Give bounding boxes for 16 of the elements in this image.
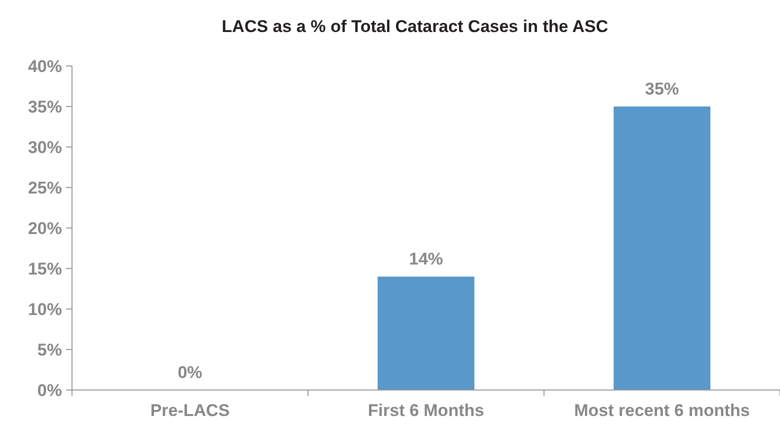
y-tick-label: 0%	[37, 380, 62, 400]
x-tick-label: First 6 Months	[368, 400, 484, 420]
y-tick-label: 35%	[28, 97, 62, 116]
chart-title: LACS as a % of Total Cataract Cases in the ASC	[222, 17, 608, 36]
y-tick-label: 30%	[28, 138, 62, 157]
data-label: 14%	[408, 250, 444, 269]
data-label: 35%	[644, 80, 680, 98]
x-tick-label: Most recent 6 months	[574, 400, 750, 420]
y-tick-label: 20%	[28, 218, 62, 238]
y-tick-label: 15%	[28, 259, 62, 278]
y-tick-label: 5%	[37, 340, 62, 360]
y-tick-label: 10%	[28, 300, 62, 319]
y-tick-label: 40%	[28, 56, 62, 76]
data-label: 0%	[178, 363, 202, 382]
y-tick-label: 25%	[28, 178, 62, 198]
x-tick-label: Pre-LACS	[150, 400, 230, 420]
